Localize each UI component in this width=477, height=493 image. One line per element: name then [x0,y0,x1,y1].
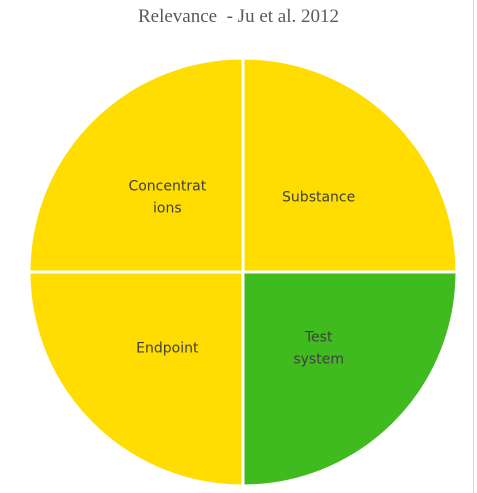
pie-slice-3 [27,56,245,274]
pie-slice-0 [241,56,459,274]
pie-slice-2 [27,270,245,488]
slice-label-0: Substance [282,189,355,205]
pie-slice-1 [241,270,459,488]
slice-label-1: Test system [293,330,344,368]
chart-title: Relevance - Ju et al. 2012 [137,6,339,27]
slice-label-2: Endpoint [136,341,199,357]
slice-label-3: Concentrat ions [128,178,206,216]
